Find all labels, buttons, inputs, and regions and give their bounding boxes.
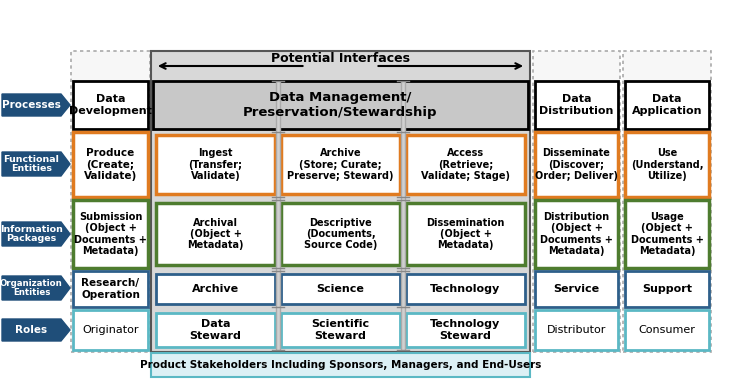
- Bar: [535, 81, 618, 129]
- Text: Data
Distribution: Data Distribution: [539, 94, 613, 116]
- Text: Scientific
Steward: Scientific Steward: [312, 319, 369, 341]
- Text: Functional
Entities: Functional Entities: [4, 155, 59, 173]
- Text: Originator: Originator: [82, 325, 139, 335]
- Text: Roles: Roles: [16, 325, 47, 335]
- Text: Use
(Understand,
Utilize): Use (Understand, Utilize): [630, 148, 703, 181]
- Text: Descriptive
(Documents,
Source Code): Descriptive (Documents, Source Code): [304, 218, 377, 250]
- Text: Technology: Technology: [431, 284, 501, 294]
- Text: Data Management/
Preservation/Stewardship: Data Management/ Preservation/Stewardshi…: [243, 91, 438, 119]
- Bar: [73, 132, 148, 197]
- Bar: [623, 51, 711, 352]
- Text: Information
Packages: Information Packages: [0, 225, 63, 243]
- Text: Service: Service: [554, 284, 599, 294]
- Bar: [73, 271, 148, 307]
- Text: Archive: Archive: [192, 284, 239, 294]
- Bar: [535, 200, 618, 268]
- Bar: [151, 353, 530, 377]
- Text: Support: Support: [642, 284, 692, 294]
- Bar: [71, 51, 150, 352]
- Text: Data
Steward: Data Steward: [189, 319, 241, 341]
- Text: Technology
Steward: Technology Steward: [431, 319, 501, 341]
- Text: Usage
(Object +
Documents +
Metadata): Usage (Object + Documents + Metadata): [630, 212, 704, 256]
- Text: Ingest
(Transfer;
Validate): Ingest (Transfer; Validate): [189, 148, 243, 181]
- Polygon shape: [2, 152, 70, 176]
- Text: Distribution
(Object +
Documents +
Metadata): Distribution (Object + Documents + Metad…: [540, 212, 613, 256]
- Bar: [625, 81, 709, 129]
- Bar: [153, 81, 528, 129]
- Bar: [73, 310, 148, 350]
- Text: Disseminate
(Discover;
Order; Deliver): Disseminate (Discover; Order; Deliver): [535, 148, 618, 181]
- Polygon shape: [2, 222, 70, 246]
- Bar: [406, 274, 525, 304]
- Bar: [151, 51, 530, 352]
- Bar: [401, 81, 405, 350]
- Bar: [623, 51, 711, 352]
- Bar: [625, 310, 709, 350]
- Bar: [281, 203, 400, 265]
- Text: Consumer: Consumer: [639, 325, 696, 335]
- Text: Produce
(Create;
Validate): Produce (Create; Validate): [84, 148, 137, 181]
- Bar: [156, 313, 275, 347]
- Bar: [73, 81, 148, 129]
- Bar: [281, 274, 400, 304]
- Bar: [406, 203, 525, 265]
- Bar: [406, 135, 525, 194]
- Bar: [533, 51, 620, 352]
- Bar: [281, 135, 400, 194]
- Text: Potential Interfaces: Potential Interfaces: [271, 52, 410, 65]
- Bar: [276, 81, 280, 350]
- Bar: [406, 313, 525, 347]
- Bar: [156, 203, 275, 265]
- Text: Submission
(Object +
Documents +
Metadata): Submission (Object + Documents + Metadat…: [74, 212, 147, 256]
- Text: Dissemination
(Object +
Metadata): Dissemination (Object + Metadata): [426, 218, 505, 250]
- Bar: [156, 135, 275, 194]
- Bar: [71, 51, 150, 352]
- Bar: [281, 313, 400, 347]
- Bar: [535, 271, 618, 307]
- Text: Science: Science: [317, 284, 364, 294]
- Bar: [535, 132, 618, 197]
- Bar: [535, 310, 618, 350]
- Polygon shape: [2, 319, 70, 341]
- Text: Organization
Entities: Organization Entities: [0, 278, 63, 297]
- Bar: [73, 200, 148, 268]
- Bar: [625, 271, 709, 307]
- Text: Product Stakeholders Including Sponsors, Managers, and End-Users: Product Stakeholders Including Sponsors,…: [140, 360, 541, 370]
- Bar: [625, 200, 709, 268]
- Polygon shape: [2, 276, 70, 300]
- Text: Archival
(Object +
Metadata): Archival (Object + Metadata): [187, 218, 243, 250]
- Text: Processes: Processes: [2, 100, 61, 110]
- Polygon shape: [2, 94, 70, 116]
- Bar: [625, 132, 709, 197]
- Text: Access
(Retrieve;
Validate; Stage): Access (Retrieve; Validate; Stage): [421, 148, 510, 181]
- Text: Archive
(Store; Curate;
Preserve; Steward): Archive (Store; Curate; Preserve; Stewar…: [287, 148, 394, 181]
- Bar: [533, 51, 620, 352]
- Text: Distributor: Distributor: [547, 325, 606, 335]
- Text: Research/
Operation: Research/ Operation: [81, 278, 140, 299]
- Text: Data
Application: Data Application: [632, 94, 702, 116]
- Text: Data
Development: Data Development: [69, 94, 152, 116]
- Bar: [156, 274, 275, 304]
